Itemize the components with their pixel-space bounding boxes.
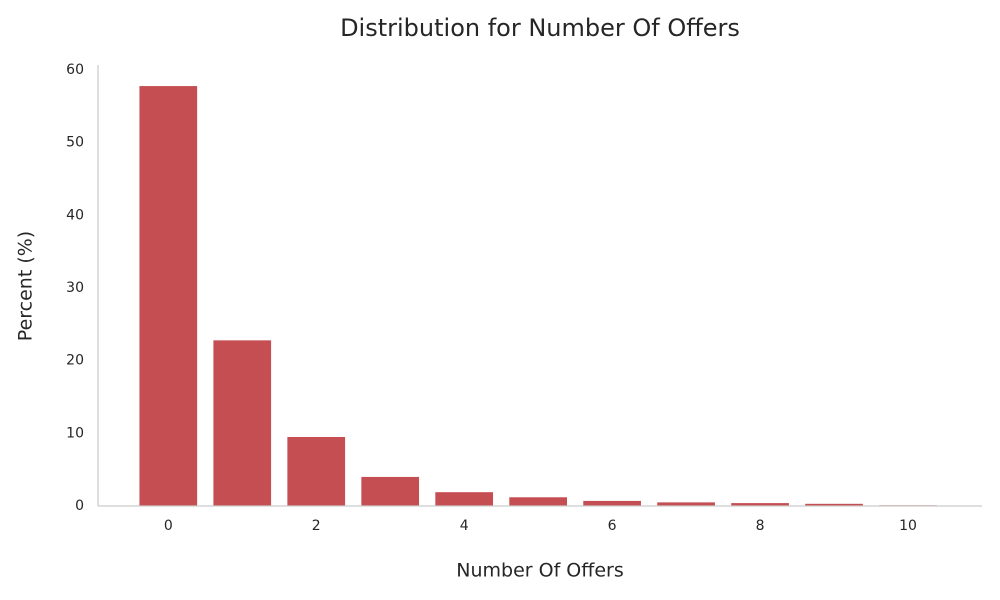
bar [139, 86, 198, 507]
bar [509, 497, 568, 506]
y-tick-label: 50 [66, 135, 84, 151]
x-tick-label: 2 [312, 518, 321, 534]
x-tick-label: 8 [756, 518, 765, 534]
x-tick-label: 6 [608, 518, 617, 534]
bar [435, 492, 494, 506]
x-axis-label: Number Of Offers [456, 560, 624, 582]
bar [213, 340, 272, 506]
bar [731, 503, 789, 506]
y-tick-label: 20 [66, 353, 84, 369]
y-axis-label: Percent (%) [15, 231, 37, 341]
y-tick-label: 60 [66, 62, 84, 78]
bar [657, 502, 715, 506]
bar [287, 436, 346, 506]
y-tick-label: 30 [66, 280, 84, 296]
x-tick-label: 0 [164, 518, 173, 534]
chart-title: Distribution for Number Of Offers [340, 14, 740, 42]
y-tick-label: 10 [66, 425, 84, 441]
x-tick-label: 10 [899, 518, 917, 534]
y-tick-label: 40 [66, 207, 84, 223]
bar [361, 476, 420, 506]
y-tick-label: 0 [75, 498, 84, 514]
x-tick-label: 4 [460, 518, 469, 534]
bar [583, 500, 641, 506]
bar [805, 503, 863, 506]
